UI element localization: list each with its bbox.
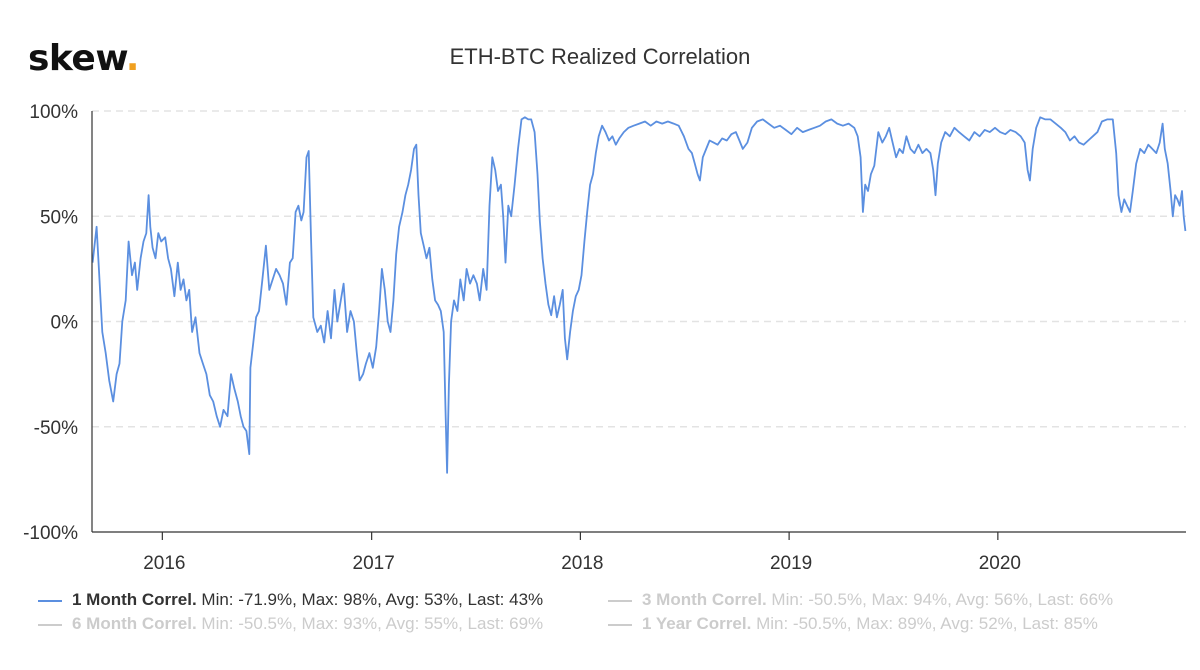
x-tick-label: 2019	[770, 553, 812, 574]
x-tick-label: 2017	[353, 553, 395, 574]
legend-item-6-month[interactable]: 6 Month Correl. Min: -50.5%, Max: 93%, A…	[38, 612, 543, 636]
x-axis-ticks: 2016 2017 2018 2019 2020	[143, 532, 1021, 574]
series-layer	[91, 116, 1187, 474]
legend-line-icon	[38, 623, 62, 626]
chart-title: ETH-BTC Realized Correlation	[449, 44, 751, 69]
legend-item-1-year[interactable]: 1 Year Correl. Min: -50.5%, Max: 89%, Av…	[608, 612, 1098, 636]
y-tick-label: -100%	[23, 523, 78, 544]
skew-logo: skew.	[28, 38, 139, 79]
legend-name: 1 Year Correl.	[642, 614, 752, 633]
y-tick-label: -50%	[34, 418, 78, 439]
legend-stats: Min: -71.9%, Max: 98%, Avg: 53%, Last: 4…	[201, 590, 544, 609]
grid-lines	[92, 110, 1186, 428]
axes	[91, 111, 1186, 533]
series-line-1-month	[91, 116, 1187, 474]
y-tick-label: 0%	[51, 313, 79, 334]
brand-name: skew	[28, 38, 126, 79]
x-tick-label: 2020	[979, 553, 1021, 574]
legend-stats: Min: -50.5%, Max: 94%, Avg: 56%, Last: 6…	[771, 590, 1114, 609]
legend-line-icon	[608, 623, 632, 626]
x-tick-label: 2016	[143, 553, 185, 574]
legend-item-1-month[interactable]: 1 Month Correl. Min: -71.9%, Max: 98%, A…	[38, 588, 543, 612]
legend-item-3-month[interactable]: 3 Month Correl. Min: -50.5%, Max: 94%, A…	[608, 588, 1113, 612]
brand-dot: .	[125, 38, 140, 79]
y-tick-label: 50%	[40, 207, 78, 228]
y-tick-label: 100%	[29, 102, 78, 123]
x-tick-label: 2018	[561, 553, 603, 574]
legend-name: 3 Month Correl.	[642, 590, 767, 609]
legend-line-icon	[38, 599, 62, 602]
y-axis-ticks: 100% 50% 0% -50% -100%	[23, 102, 78, 544]
legend-name: 6 Month Correl.	[72, 614, 197, 633]
legend-stats: Min: -50.5%, Max: 93%, Avg: 55%, Last: 6…	[201, 614, 544, 633]
legend-stats: Min: -50.5%, Max: 89%, Avg: 52%, Last: 8…	[756, 614, 1098, 633]
legend-line-icon	[608, 599, 632, 602]
legend-name: 1 Month Correl.	[72, 590, 197, 609]
